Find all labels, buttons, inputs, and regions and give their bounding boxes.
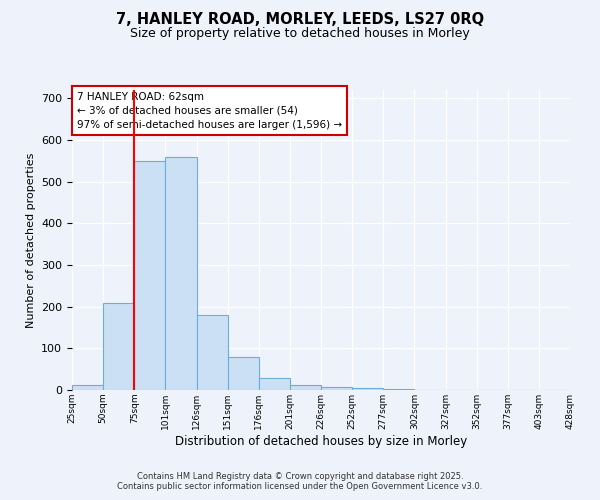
Bar [166,156,197,390]
Text: 7, HANLEY ROAD, MORLEY, LEEDS, LS27 0RQ: 7, HANLEY ROAD, MORLEY, LEEDS, LS27 0RQ [116,12,484,28]
Text: 7 HANLEY ROAD: 62sqm
← 3% of detached houses are smaller (54)
97% of semi-detach: 7 HANLEY ROAD: 62sqm ← 3% of detached ho… [77,92,342,130]
Text: Contains public sector information licensed under the Open Government Licence v3: Contains public sector information licen… [118,482,482,491]
Text: Contains HM Land Registry data © Crown copyright and database right 2025.: Contains HM Land Registry data © Crown c… [137,472,463,481]
Bar [227,356,259,390]
Y-axis label: Number of detached properties: Number of detached properties [26,152,35,328]
Bar [352,388,383,390]
Bar [259,378,290,390]
X-axis label: Distribution of detached houses by size in Morley: Distribution of detached houses by size … [175,434,467,448]
Bar [321,386,352,390]
Bar [290,385,321,390]
Bar [72,385,103,390]
Bar [134,161,166,390]
Bar [103,302,134,390]
Bar [197,315,227,390]
Bar [383,389,415,390]
Text: Size of property relative to detached houses in Morley: Size of property relative to detached ho… [130,28,470,40]
